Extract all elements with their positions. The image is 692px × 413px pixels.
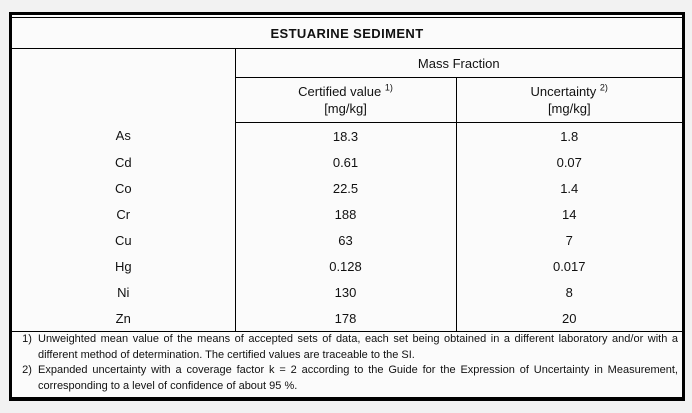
footnote-ref-2: 2) <box>599 82 608 93</box>
table-row: Co 22.5 1.4 <box>12 175 682 201</box>
element-cell: Hg <box>12 253 236 279</box>
table-row: Cu 63 7 <box>12 227 682 253</box>
uncertainty-cell: 0.017 <box>552 258 586 274</box>
certified-values-table: ESTUARINE SEDIMENT Mass Fraction Certifi… <box>12 17 682 394</box>
table-row: Zn 178 20 <box>12 305 682 332</box>
table-row: As 18.3 1.8 <box>12 122 682 149</box>
footnote-2: 2) Expanded uncertainty with a coverage … <box>12 363 682 394</box>
uncertainty-cell: 14 <box>562 206 577 222</box>
certified-value-unit: [mg/kg] <box>324 101 367 116</box>
element-column-blank-header <box>12 48 236 123</box>
element-cell: Cd <box>12 149 236 175</box>
footnote-ref-1: 1) <box>384 82 393 93</box>
table-row: Cd 0.61 0.07 <box>12 149 682 175</box>
table-row: Cr 188 14 <box>12 201 682 227</box>
element-cell: Zn <box>12 305 236 332</box>
certified-value-cell: 178 <box>235 305 457 332</box>
table-row: Hg 0.128 0.017 <box>12 253 682 279</box>
column-header-row: Certified value 1) [mg/kg] Uncertainty 2… <box>12 77 682 123</box>
footnote-1-text: Unweighted mean value of the means of ac… <box>38 333 678 361</box>
uncertainty-cell: 1.8 <box>560 128 579 144</box>
certified-value-column-header: Certified value 1) [mg/kg] <box>235 77 457 123</box>
table-row: Ni 130 8 <box>12 279 682 305</box>
table-title: ESTUARINE SEDIMENT <box>12 17 682 49</box>
element-cell: Cr <box>12 201 236 227</box>
element-cell: Cu <box>12 227 236 253</box>
mass-fraction-group-header: Mass Fraction <box>235 48 682 78</box>
uncertainty-cell: 8 <box>565 284 573 300</box>
certified-value-cell: 63 <box>235 227 457 253</box>
certified-value-cell: 0.128 <box>235 253 457 279</box>
uncertainty-label: Uncertainty <box>530 84 597 99</box>
footnote-2-text: Expanded uncertainty with a coverage fac… <box>38 364 678 392</box>
group-header-row: Mass Fraction <box>12 48 682 123</box>
footnotes-section: 1) Unweighted mean value of the means of… <box>12 331 682 394</box>
certified-value-cell: 130 <box>235 279 457 305</box>
footnotes-row: 1) Unweighted mean value of the means of… <box>12 331 682 394</box>
certified-value-cell: 188 <box>235 201 457 227</box>
certified-value-label: Certified value <box>298 84 382 99</box>
footnote-2-marker: 2) <box>22 364 32 376</box>
uncertainty-cell: 1.4 <box>560 180 579 196</box>
uncertainty-cell: 20 <box>562 310 577 326</box>
uncertainty-cell: 7 <box>565 232 573 248</box>
title-row: ESTUARINE SEDIMENT <box>12 17 682 49</box>
element-cell: As <box>12 122 236 149</box>
uncertainty-unit: [mg/kg] <box>547 101 591 116</box>
certified-value-cell: 0.61 <box>235 149 457 175</box>
element-cell: Ni <box>12 279 236 305</box>
element-cell: Co <box>12 175 236 201</box>
uncertainty-cell: 0.07 <box>556 154 582 170</box>
uncertainty-column-header: Uncertainty 2) [mg/kg] <box>456 77 682 123</box>
footnote-1: 1) Unweighted mean value of the means of… <box>12 332 682 363</box>
footnote-1-marker: 1) <box>22 333 32 345</box>
table-frame: ESTUARINE SEDIMENT Mass Fraction Certifi… <box>9 12 685 401</box>
certified-value-cell: 18.3 <box>235 122 457 149</box>
certified-value-cell: 22.5 <box>235 175 457 201</box>
